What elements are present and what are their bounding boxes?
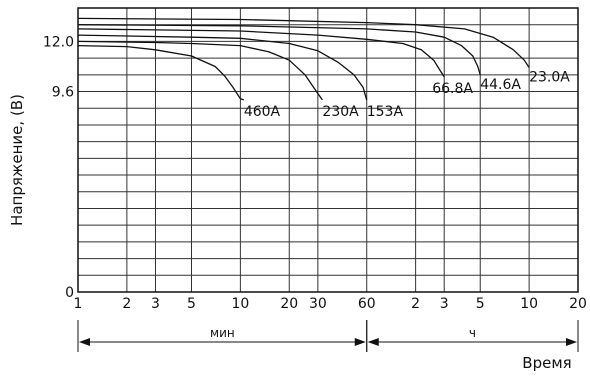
x-tick-label: 2 bbox=[411, 296, 420, 312]
y-tick-label: 9.6 bbox=[52, 85, 74, 101]
curve-labels: 460A 230A 153A 66.8A 44.6A 23.0A bbox=[244, 70, 570, 120]
x-axis-title: Время bbox=[522, 354, 571, 372]
y-axis-title: Напряжение, (В) bbox=[8, 94, 26, 226]
plot-border bbox=[77, 7, 579, 293]
arrow-right-icon bbox=[566, 338, 577, 346]
curve-label-23.0A: 23.0A bbox=[529, 70, 570, 86]
x-tick-label: 3 bbox=[151, 296, 160, 312]
arrow-left-icon bbox=[79, 338, 90, 346]
x-tick-label: 10 bbox=[520, 296, 538, 312]
x-tick-label: 5 bbox=[187, 296, 196, 312]
time-unit-label: ч bbox=[469, 326, 476, 340]
curve-label-153A: 153A bbox=[367, 104, 404, 120]
x-tick-label: 20 bbox=[569, 296, 587, 312]
x-tick-label: 60 bbox=[358, 296, 376, 312]
x-tick-label: 1 bbox=[74, 296, 83, 312]
series-layer bbox=[77, 17, 530, 101]
x-tick-label: 2 bbox=[122, 296, 131, 312]
grid-layer bbox=[77, 7, 579, 293]
x-tick-label: 5 bbox=[476, 296, 485, 312]
arrow-right-icon bbox=[354, 338, 366, 346]
series-line-44.6A bbox=[77, 24, 481, 75]
plot-frame bbox=[77, 7, 579, 293]
series-line-153A bbox=[77, 34, 368, 101]
curve-label-460A: 460A bbox=[244, 104, 281, 120]
time-unit-label: мин bbox=[210, 326, 235, 340]
arrow-left-icon bbox=[367, 338, 379, 346]
time-unit-brackets: мин ч bbox=[77, 320, 579, 352]
curve-label-230A: 230A bbox=[322, 104, 359, 120]
series-line-230A bbox=[77, 40, 323, 101]
x-tick-label: 30 bbox=[309, 296, 327, 312]
x-tick-label: 10 bbox=[231, 296, 249, 312]
x-tick-label: 20 bbox=[280, 296, 298, 312]
y-tick-label: 0 bbox=[65, 285, 74, 301]
series-line-66.8A bbox=[77, 28, 445, 78]
series-line-460A bbox=[77, 44, 245, 101]
curve-label-44.6A: 44.6A bbox=[480, 77, 521, 93]
y-tick-label: 12.0 bbox=[43, 34, 74, 50]
series-line-23.0A bbox=[77, 17, 530, 68]
tick-labels: 0 9.6 12.0 1 2 3 5 10 20 30 60 2 3 5 10 20 bbox=[43, 34, 587, 312]
curve-label-66.8A: 66.8A bbox=[432, 81, 473, 97]
x-tick-label: 3 bbox=[440, 296, 449, 312]
